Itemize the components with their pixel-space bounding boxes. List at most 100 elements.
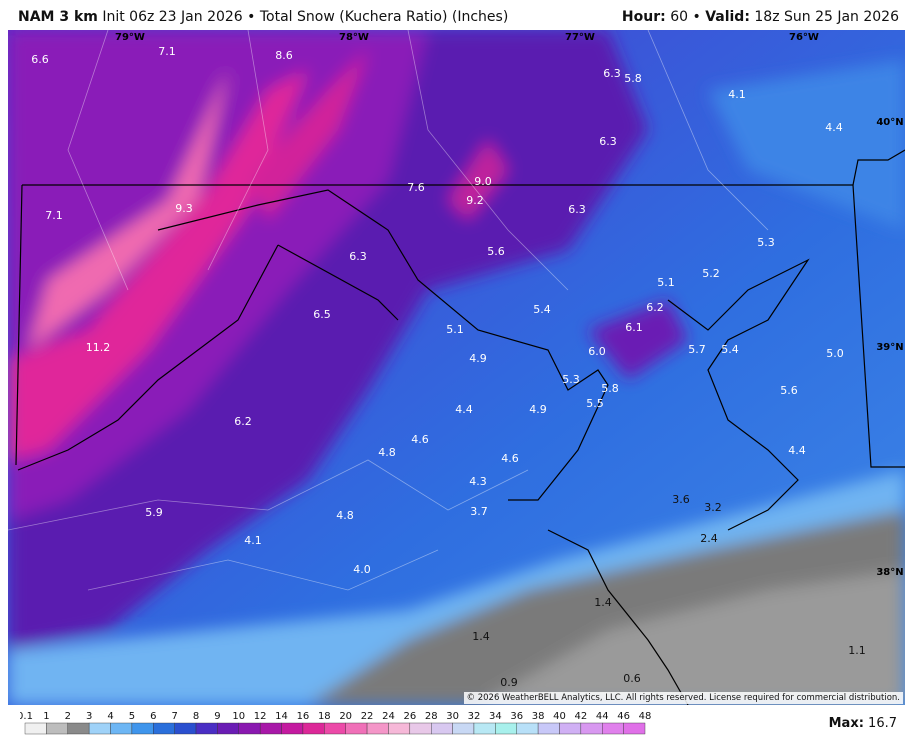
copyright: © 2026 WeatherBELL Analytics, LLC. All r…	[463, 692, 903, 704]
colorbar-swatch	[602, 722, 624, 735]
state-border	[17, 244, 399, 471]
snow-value: 5.9	[145, 506, 163, 519]
map: 79°W 78°W 77°W 76°W 40°N 39°N 38°N 6.6 7.1 8.6 6.3…	[8, 30, 905, 705]
magenta-band	[448, 140, 508, 220]
snow-value: 6.3	[349, 250, 367, 263]
snow-value: 7.6	[407, 181, 425, 194]
snow-value: 6.1	[625, 321, 643, 334]
snow-value: 5.5	[586, 397, 604, 410]
colorbar-tick: 1	[43, 711, 49, 722]
snow-value: 9.0	[474, 175, 492, 188]
product: Total Snow (Kuchera Ratio) (Inches)	[259, 9, 509, 25]
max-label: Max:	[828, 716, 864, 731]
colorbar-tick: 32	[468, 711, 481, 722]
grid-label: 39°N	[876, 342, 903, 353]
colorbar-tick: 38	[532, 711, 545, 722]
snow-value: 6.0	[588, 345, 606, 358]
snow-value: 4.1	[728, 88, 746, 101]
snow-value: 5.1	[657, 276, 675, 289]
snow-value: 1.4	[472, 630, 490, 643]
max: Max: 16.7	[829, 716, 897, 731]
grid-label: 77°W	[565, 32, 595, 43]
snow-value: 6.2	[234, 415, 252, 428]
colorbar-tick: 34	[489, 711, 502, 722]
hour-label: Hour:	[621, 9, 666, 25]
colorbar-swatch	[559, 722, 582, 735]
snow-value: 9.3	[175, 202, 193, 215]
colorbar-swatch	[46, 722, 68, 735]
colorbar-tick: 12	[254, 711, 267, 722]
snow-value: 4.4	[455, 403, 473, 416]
snow-value: 5.2	[702, 267, 720, 280]
coastline	[852, 149, 905, 186]
grid-label: 79°W	[115, 32, 145, 43]
snow-value: 4.4	[788, 444, 806, 457]
snow-value: 0.9	[500, 676, 518, 689]
blue-zone	[708, 60, 905, 230]
colorbar-swatch	[409, 722, 432, 735]
colorbar-swatch	[88, 722, 111, 735]
grid-label: 38°N	[876, 567, 903, 578]
max-value: 16.7	[868, 716, 897, 731]
colorbar-swatch	[259, 722, 282, 735]
colorbar-swatch	[24, 722, 47, 735]
snow-value: 4.6	[501, 452, 519, 465]
colorbar-swatch	[238, 722, 261, 735]
state-border	[15, 184, 23, 466]
colorbar-swatch	[281, 722, 304, 735]
colorbar-swatch	[388, 722, 411, 735]
snow-value: 5.0	[826, 347, 844, 360]
snow-value: 0.6	[623, 672, 641, 685]
state-border	[22, 184, 905, 468]
colorbar-swatch	[110, 722, 133, 735]
colorbar-tick: 30	[446, 711, 459, 722]
colorbar-swatch	[580, 722, 603, 735]
colorbar-swatch	[537, 722, 560, 735]
colorbar: 0.1 1 2 3 4 5 6 7 8 9 10 12 14 16 18 20 22 24 26 28 30 32 34 36…	[20, 711, 652, 735]
snow-value: 6.3	[599, 135, 617, 148]
colorbar-tick: 8	[193, 711, 199, 722]
valid: 18z Sun 25 Jan 2026	[754, 9, 899, 25]
colorbar-swatch	[324, 722, 346, 735]
colorbar-swatch	[131, 722, 154, 735]
snow-value: 5.8	[601, 382, 619, 395]
snow-value: 1.1	[848, 644, 866, 657]
snow-value: 4.1	[244, 534, 262, 547]
colorbar-tick: 7	[171, 711, 177, 722]
model: NAM 3 km	[18, 9, 98, 25]
hour: 60	[670, 9, 689, 25]
colorbar-tick: 5	[129, 711, 135, 722]
snow-value: 3.6	[672, 493, 690, 506]
snow-value: 6.5	[313, 308, 331, 321]
snow-value: 5.3	[562, 373, 580, 386]
valid-label: Valid:	[705, 9, 750, 25]
county-lines	[8, 30, 769, 591]
snow-value: 5.4	[533, 303, 551, 316]
header-right: Hour: 60 • Valid: 18z Sun 25 Jan 2026	[622, 9, 899, 25]
separator: •	[692, 9, 701, 25]
colorbar-tick: 36	[510, 711, 523, 722]
snow-value: 5.6	[780, 384, 798, 397]
snow-value: 4.6	[411, 433, 429, 446]
river-border	[157, 189, 689, 705]
snow-value: 4.9	[469, 352, 487, 365]
snow-value: 9.2	[466, 194, 484, 207]
snow-value: 5.3	[757, 236, 775, 249]
snow-value: 7.1	[45, 209, 63, 222]
colorbar-tick: 10	[232, 711, 245, 722]
colorbar-swatch	[67, 722, 90, 735]
snow-value: 4.9	[529, 403, 547, 416]
colorbar-tick: 48	[639, 711, 652, 722]
colorbar-swatch	[431, 722, 453, 735]
colorbar-swatch	[516, 722, 539, 735]
snow-value: 5.6	[487, 245, 505, 258]
snow-shading	[8, 30, 905, 705]
borders	[15, 149, 905, 705]
labels: 79°W 78°W 77°W 76°W 40°N 39°N 38°N 6.6 7.1 8.6 6.3…	[31, 32, 903, 689]
colorbar-swatch	[345, 722, 368, 735]
snow-value: 5.8	[624, 72, 642, 85]
snow-value: 3.2	[704, 501, 722, 514]
colorbar-tick: 44	[596, 711, 609, 722]
grid-label: 76°W	[789, 32, 819, 43]
init: Init 06z 23 Jan 2026	[102, 9, 243, 25]
